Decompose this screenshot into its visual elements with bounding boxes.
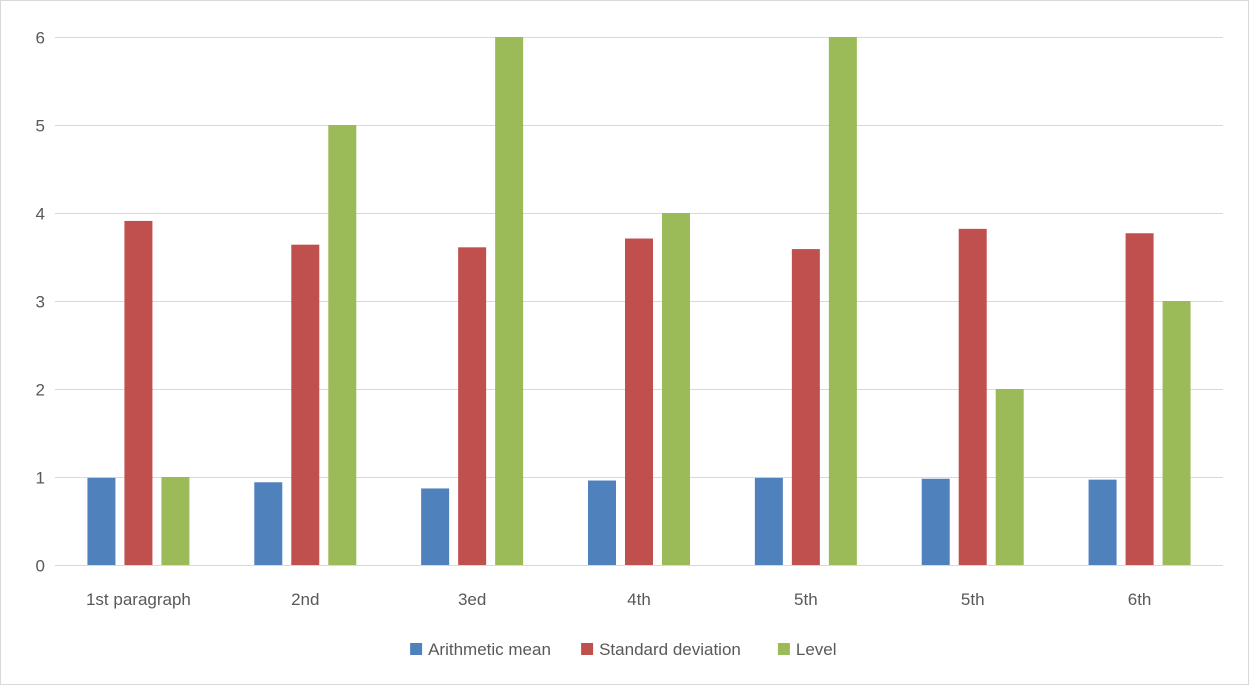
y-tick-label: 0	[36, 557, 45, 576]
bar-arithmetic-mean	[754, 477, 783, 565]
x-tick-label: 1st paragraph	[86, 590, 191, 609]
bar-arithmetic-mean	[588, 480, 616, 565]
legend: Arithmetic mean Standard deviation Level	[410, 640, 837, 659]
x-tick-label: 4th	[627, 590, 651, 609]
legend-swatch	[777, 643, 790, 655]
y-tick-label: 3	[36, 293, 45, 312]
bar-arithmetic-mean	[921, 478, 950, 565]
bar-standard-deviation	[124, 220, 153, 566]
y-tick-label: 4	[36, 205, 45, 224]
bar-level	[495, 37, 524, 565]
x-axis-ticks: 1st paragraph 2nd 3ed 4th 5th 5th 6th	[86, 590, 1151, 609]
bar-standard-deviation	[791, 249, 820, 565]
x-tick-label: 3ed	[458, 590, 486, 609]
legend-label: Level	[796, 640, 837, 659]
y-axis-ticks: 0 1 2 3 4 5 6	[36, 29, 45, 576]
x-tick-label: 2nd	[291, 590, 319, 609]
bar-arithmetic-mean	[1088, 479, 1117, 565]
bar-level	[328, 125, 357, 565]
bar-standard-deviation	[625, 238, 653, 565]
bar-arithmetic-mean	[254, 482, 283, 565]
legend-swatch	[410, 643, 423, 655]
x-tick-label: 5th	[794, 590, 818, 609]
bar-standard-deviation	[958, 228, 987, 565]
bar-level	[161, 477, 190, 565]
x-tick-label: 5th	[961, 590, 985, 609]
bar-level	[1162, 301, 1191, 565]
bar-level	[662, 213, 690, 565]
x-tick-label: 6th	[1128, 590, 1152, 609]
bars	[87, 37, 1191, 566]
legend-swatch	[581, 643, 594, 655]
bar-level	[995, 389, 1024, 565]
bar-standard-deviation	[1125, 233, 1154, 566]
legend-label: Arithmetic mean	[428, 640, 551, 659]
bar-arithmetic-mean	[87, 477, 116, 565]
y-tick-label: 5	[36, 117, 45, 136]
bar-standard-deviation	[291, 244, 320, 565]
y-tick-label: 6	[36, 29, 45, 48]
bar-standard-deviation	[458, 247, 487, 565]
bar-arithmetic-mean	[421, 488, 450, 565]
y-tick-label: 2	[36, 381, 45, 400]
legend-label: Standard deviation	[599, 640, 741, 659]
bar-level	[828, 37, 857, 565]
y-tick-label: 1	[36, 469, 45, 488]
